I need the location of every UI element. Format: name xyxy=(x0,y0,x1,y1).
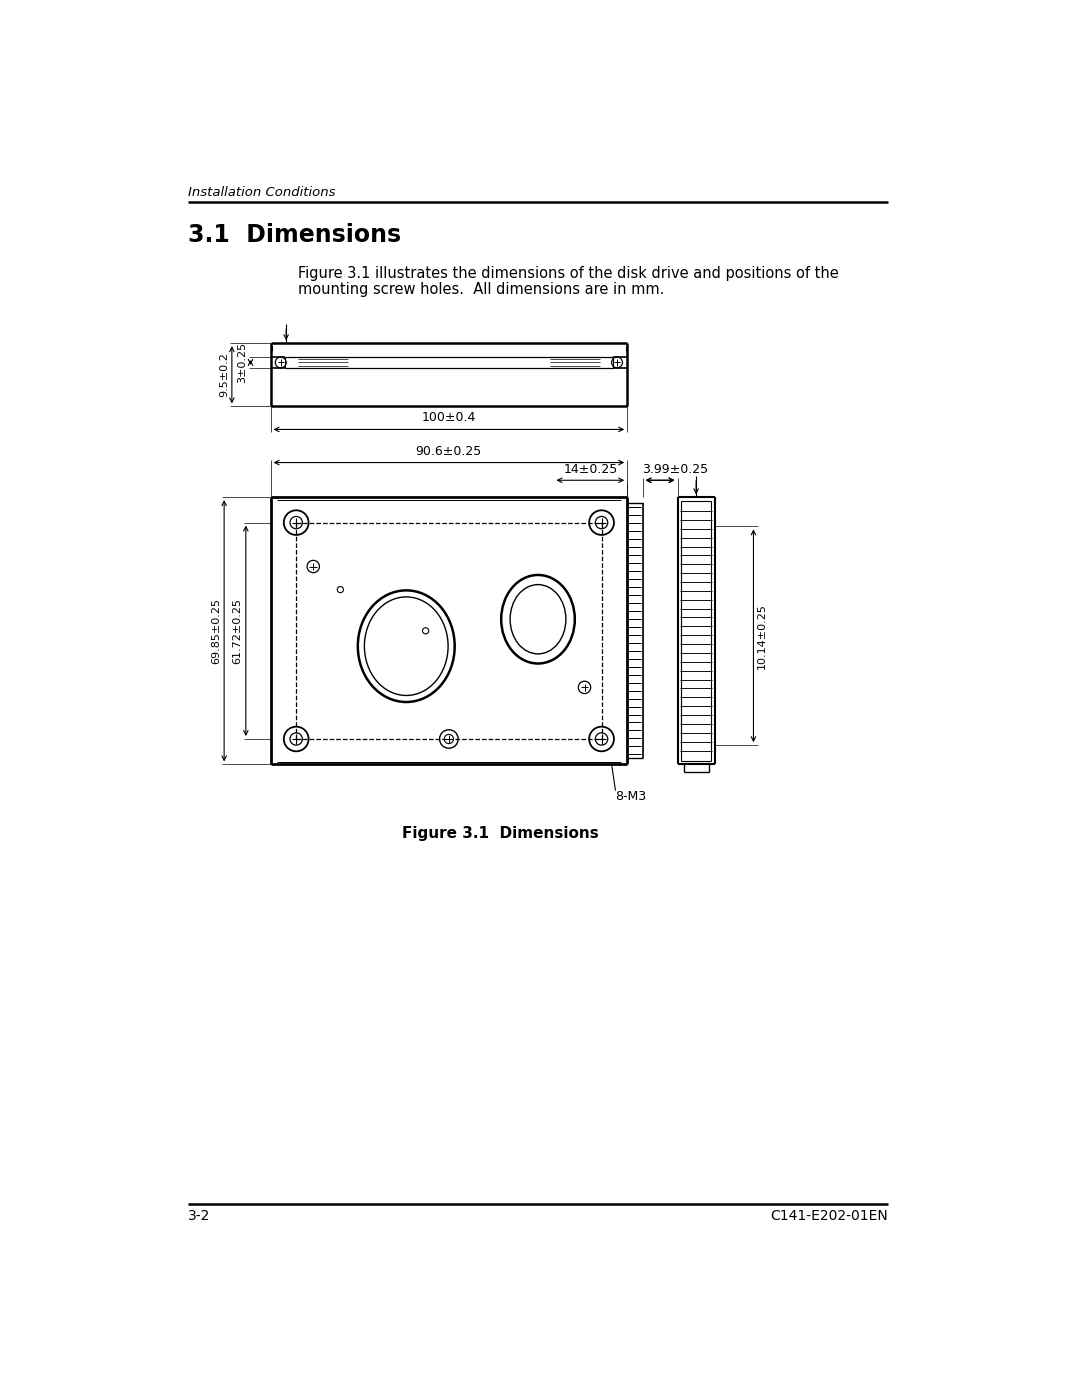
Text: Figure 3.1 illustrates the dimensions of the disk drive and positions of the: Figure 3.1 illustrates the dimensions of… xyxy=(298,267,838,281)
Text: 3.99±0.25: 3.99±0.25 xyxy=(643,462,708,475)
Text: 100±0.4: 100±0.4 xyxy=(421,411,476,425)
Text: 9.5±0.2: 9.5±0.2 xyxy=(219,352,229,397)
Text: C141-E202-01EN: C141-E202-01EN xyxy=(770,1210,889,1224)
Text: 3±0.25: 3±0.25 xyxy=(238,342,247,383)
Text: 61.72±0.25: 61.72±0.25 xyxy=(232,598,243,664)
Text: 14±0.25: 14±0.25 xyxy=(563,462,618,475)
Text: Figure 3.1  Dimensions: Figure 3.1 Dimensions xyxy=(402,826,598,841)
Text: 8-M3: 8-M3 xyxy=(616,791,647,803)
Text: 3.1  Dimensions: 3.1 Dimensions xyxy=(188,224,401,247)
Text: 90.6±0.25: 90.6±0.25 xyxy=(416,444,482,458)
Text: 3-2: 3-2 xyxy=(188,1210,211,1224)
Text: Installation Conditions: Installation Conditions xyxy=(188,186,335,198)
Text: 69.85±0.25: 69.85±0.25 xyxy=(211,598,221,664)
Text: 10.14±0.25: 10.14±0.25 xyxy=(757,604,767,669)
Text: mounting screw holes.  All dimensions are in mm.: mounting screw holes. All dimensions are… xyxy=(298,282,664,296)
